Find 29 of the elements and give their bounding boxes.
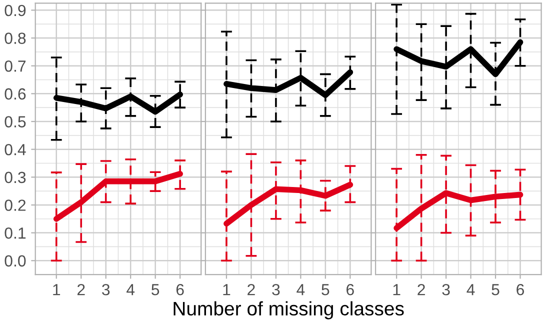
y-tick-label: 0.5 — [4, 116, 26, 128]
x-tick-label: 5 — [492, 284, 500, 296]
x-tick-label: 1 — [393, 284, 400, 296]
x-tick-label: 3 — [102, 284, 110, 296]
y-tick-label: 0.1 — [4, 227, 26, 239]
y-tick-label: 0.8 — [4, 32, 26, 44]
x-tick-label: 1 — [223, 284, 230, 296]
x-tick-label: 6 — [516, 284, 524, 296]
x-tick-label: 6 — [176, 284, 184, 296]
x-tick-label: 2 — [418, 284, 425, 296]
x-tick-label: 4 — [296, 284, 305, 296]
y-tick-label: 0.4 — [4, 144, 26, 156]
y-tick-label: 0.3 — [4, 172, 26, 184]
y-tick-label: 0.0 — [4, 255, 26, 267]
x-axis-title: Number of missing classes — [174, 301, 404, 320]
y-tick-label: 0.7 — [4, 60, 26, 72]
x-tick-label: 6 — [346, 284, 354, 296]
x-tick-label: 5 — [152, 284, 160, 296]
x-tick-label: 2 — [248, 284, 255, 296]
x-tick-label: 5 — [322, 284, 330, 296]
x-tick-label: 4 — [126, 284, 135, 296]
x-tick-label: 2 — [77, 284, 85, 296]
x-tick-label: 3 — [272, 284, 280, 296]
x-tick-label: 1 — [53, 284, 60, 296]
y-tick-label: 0.6 — [4, 88, 26, 100]
x-tick-label: 3 — [442, 284, 450, 296]
y-tick-label: 0.2 — [4, 200, 26, 211]
x-tick-label: 4 — [466, 284, 475, 296]
y-tick-label: 0.9 — [4, 4, 26, 16]
